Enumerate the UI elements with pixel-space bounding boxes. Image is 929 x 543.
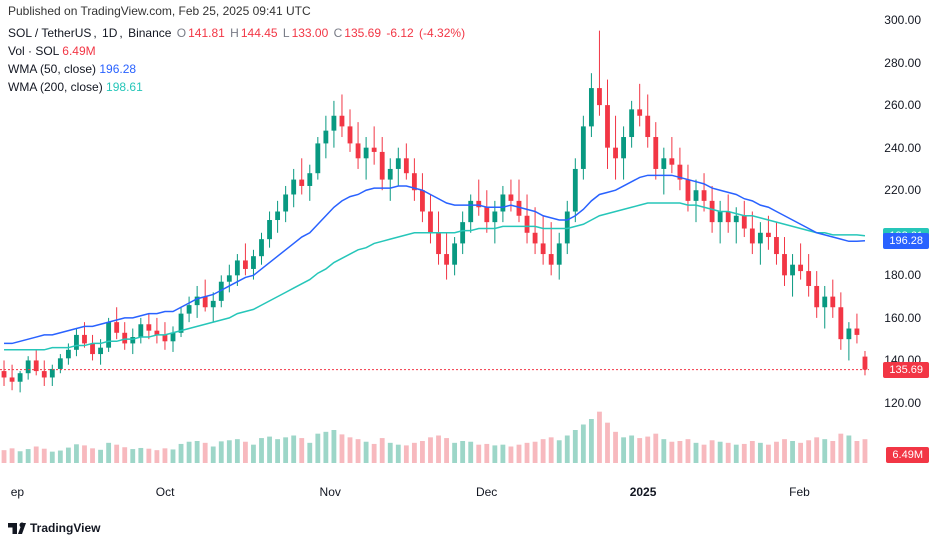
x-tick: Nov: [320, 485, 341, 499]
y-tick: 240.00: [884, 141, 921, 155]
x-tick: Oct: [156, 485, 175, 499]
candles: [2, 31, 868, 393]
y-tick: 280.00: [884, 56, 921, 70]
x-tick: Feb: [789, 485, 810, 499]
y-tick: 260.00: [884, 98, 921, 112]
price-chart[interactable]: [0, 20, 869, 483]
volume-bars: [2, 412, 868, 463]
price-tag: 135.69: [883, 362, 929, 378]
publish-header: Published on TradingView.com, Feb 25, 20…: [8, 4, 311, 18]
y-tick: 220.00: [884, 183, 921, 197]
x-tick: Dec: [476, 485, 497, 499]
y-axis: 300.00280.00260.00240.00220.00200.00180.…: [869, 20, 929, 483]
x-tick: ep: [11, 485, 24, 499]
x-axis: ep Oct Nov Dec 2025 Feb: [0, 485, 869, 505]
y-tick: 120.00: [884, 396, 921, 410]
y-tick: 180.00: [884, 268, 921, 282]
y-tick: 300.00: [884, 13, 921, 27]
price-tag: 196.28: [883, 233, 929, 249]
x-tick: 2025: [630, 485, 657, 499]
tradingview-logo: TradingView: [8, 521, 100, 535]
price-tag: 6.49M: [886, 447, 929, 463]
y-tick: 160.00: [884, 311, 921, 325]
